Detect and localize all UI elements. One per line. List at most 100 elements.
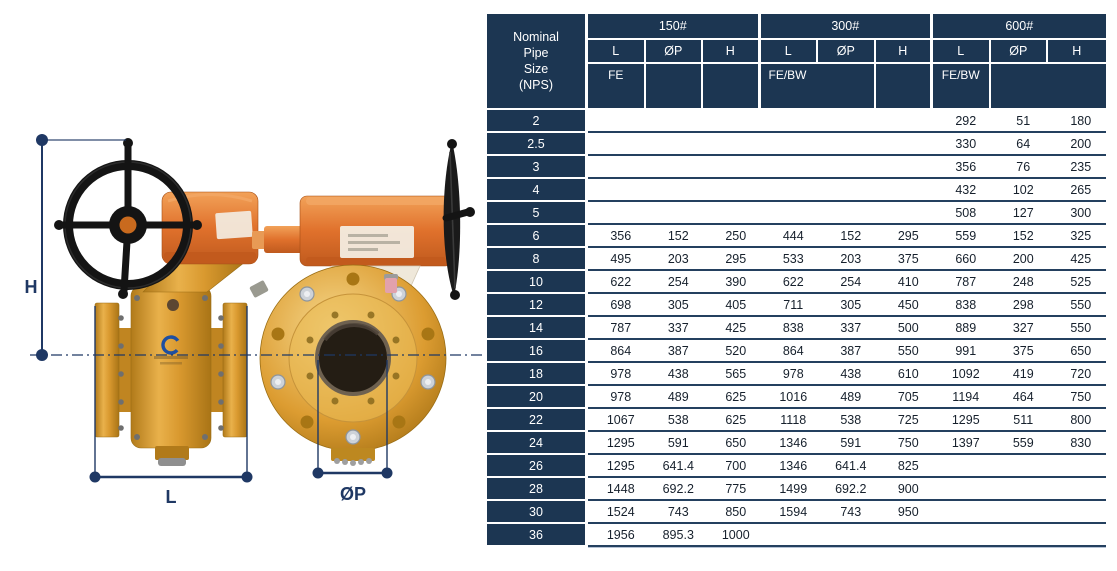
table-cell	[933, 524, 991, 547]
table-row: 18 978 438 565 978 438 610 1092 419 720	[487, 363, 1106, 386]
table-cell: 800	[1048, 409, 1106, 432]
table-cell: 127	[990, 202, 1048, 225]
table-cell	[875, 156, 933, 179]
table-cell: 559	[990, 432, 1048, 455]
handwheel-knobs	[54, 138, 202, 299]
group-header-150: 150#	[588, 14, 761, 40]
table-cell: 444	[760, 225, 818, 248]
table-cell: 337	[818, 317, 876, 340]
table-cell: 438	[818, 363, 876, 386]
table-cell: 450	[875, 294, 933, 317]
table-cell	[1048, 478, 1106, 501]
face-label-300: FE/BW	[760, 64, 876, 110]
table-cell	[818, 133, 876, 156]
face-label-150: FE	[588, 64, 646, 110]
table-cell: 743	[645, 501, 703, 524]
valve-technical-drawing: H L ØP	[25, 134, 484, 507]
bottom-boss-end	[331, 448, 375, 461]
table-cell	[990, 524, 1048, 547]
face-label-600: FE/BW	[933, 64, 991, 110]
table-cell: 500	[875, 317, 933, 340]
table-cell	[875, 202, 933, 225]
table-cell: 495	[588, 248, 646, 271]
table-cell: 978	[760, 363, 818, 386]
table-cell: 375	[990, 340, 1048, 363]
table-cell: 1295	[933, 409, 991, 432]
table-cell	[760, 110, 818, 133]
table-row: 16 864 387 520 864 387 550 991 375 650	[487, 340, 1106, 363]
row-nps-label: 24	[487, 432, 588, 455]
table-cell: 1956	[588, 524, 646, 547]
table-cell: 1346	[760, 455, 818, 478]
bottom-boss	[155, 446, 189, 460]
table-cell: 305	[818, 294, 876, 317]
table-cell: 1092	[933, 363, 991, 386]
row-nps-label: 3	[487, 156, 588, 179]
row-nps-label: 6	[487, 225, 588, 248]
table-cell: 375	[875, 248, 933, 271]
table-cell: 254	[818, 271, 876, 294]
table-cell	[990, 501, 1048, 524]
table-cell: 64	[990, 133, 1048, 156]
table-cell	[818, 524, 876, 547]
brand-logo	[154, 335, 188, 365]
table-cell: 622	[760, 271, 818, 294]
dimension-table: Nominal Pipe Size (NPS) 150# 300# 600# L…	[487, 14, 1106, 547]
dimension-l	[89, 306, 253, 483]
table-row: 14 787 337 425 838 337 500 889 327 550	[487, 317, 1106, 340]
table-cell	[703, 202, 761, 225]
col-header: H	[875, 40, 933, 64]
table-cell: 295	[875, 225, 933, 248]
table-cell: 692.2	[818, 478, 876, 501]
table-cell	[990, 455, 1048, 478]
table-cell	[875, 133, 933, 156]
table-cell: 864	[760, 340, 818, 363]
table-cell	[933, 478, 991, 501]
face-cell-empty	[703, 64, 761, 110]
table-cell: 254	[645, 271, 703, 294]
table-cell: 533	[760, 248, 818, 271]
table-cell: 650	[703, 432, 761, 455]
table-cell	[588, 156, 646, 179]
flange-right	[222, 302, 248, 438]
dimension-label-h: H	[25, 277, 38, 297]
table-row: 5 508 127 300	[487, 202, 1106, 225]
table-cell: 330	[933, 133, 991, 156]
col-header: L	[760, 40, 818, 64]
table-cell: 327	[990, 317, 1048, 340]
table-cell: 387	[645, 340, 703, 363]
table-cell: 743	[818, 501, 876, 524]
row-nps-label: 22	[487, 409, 588, 432]
table-row: 10 622 254 390 622 254 410 787 248 525	[487, 271, 1106, 294]
col-header: ØP	[818, 40, 876, 64]
gearbox-side	[299, 195, 453, 267]
table-cell: 356	[588, 225, 646, 248]
table-cell: 830	[1048, 432, 1106, 455]
table-cell: 508	[933, 202, 991, 225]
table-row: 2.5 330 64 200	[487, 133, 1106, 156]
corner-line: Nominal	[513, 29, 559, 44]
table-cell: 1295	[588, 455, 646, 478]
table-cell: 387	[818, 340, 876, 363]
table-cell	[645, 179, 703, 202]
table-cell: 787	[588, 317, 646, 340]
table-row: 4 432 102 265	[487, 179, 1106, 202]
table-row: 26 1295 641.4 700 1346 641.4 825	[487, 455, 1106, 478]
table-cell: 235	[1048, 156, 1106, 179]
table-cell: 550	[1048, 294, 1106, 317]
table-row: 28 1448 692.2 775 1499 692.2 900	[487, 478, 1106, 501]
valve-end-view	[249, 139, 475, 466]
valve-front-view	[54, 138, 259, 466]
table-cell	[645, 110, 703, 133]
table-cell: 950	[875, 501, 933, 524]
table-cell	[875, 179, 933, 202]
valve-drawing-panel: H L ØP	[0, 0, 487, 566]
side-fitting	[249, 280, 269, 298]
table-cell: 248	[990, 271, 1048, 294]
table-cell	[875, 524, 933, 547]
table-cell: 625	[703, 386, 761, 409]
vent-plug	[385, 278, 397, 293]
table-cell	[588, 133, 646, 156]
table-cell: 51	[990, 110, 1048, 133]
table-cell: 1016	[760, 386, 818, 409]
